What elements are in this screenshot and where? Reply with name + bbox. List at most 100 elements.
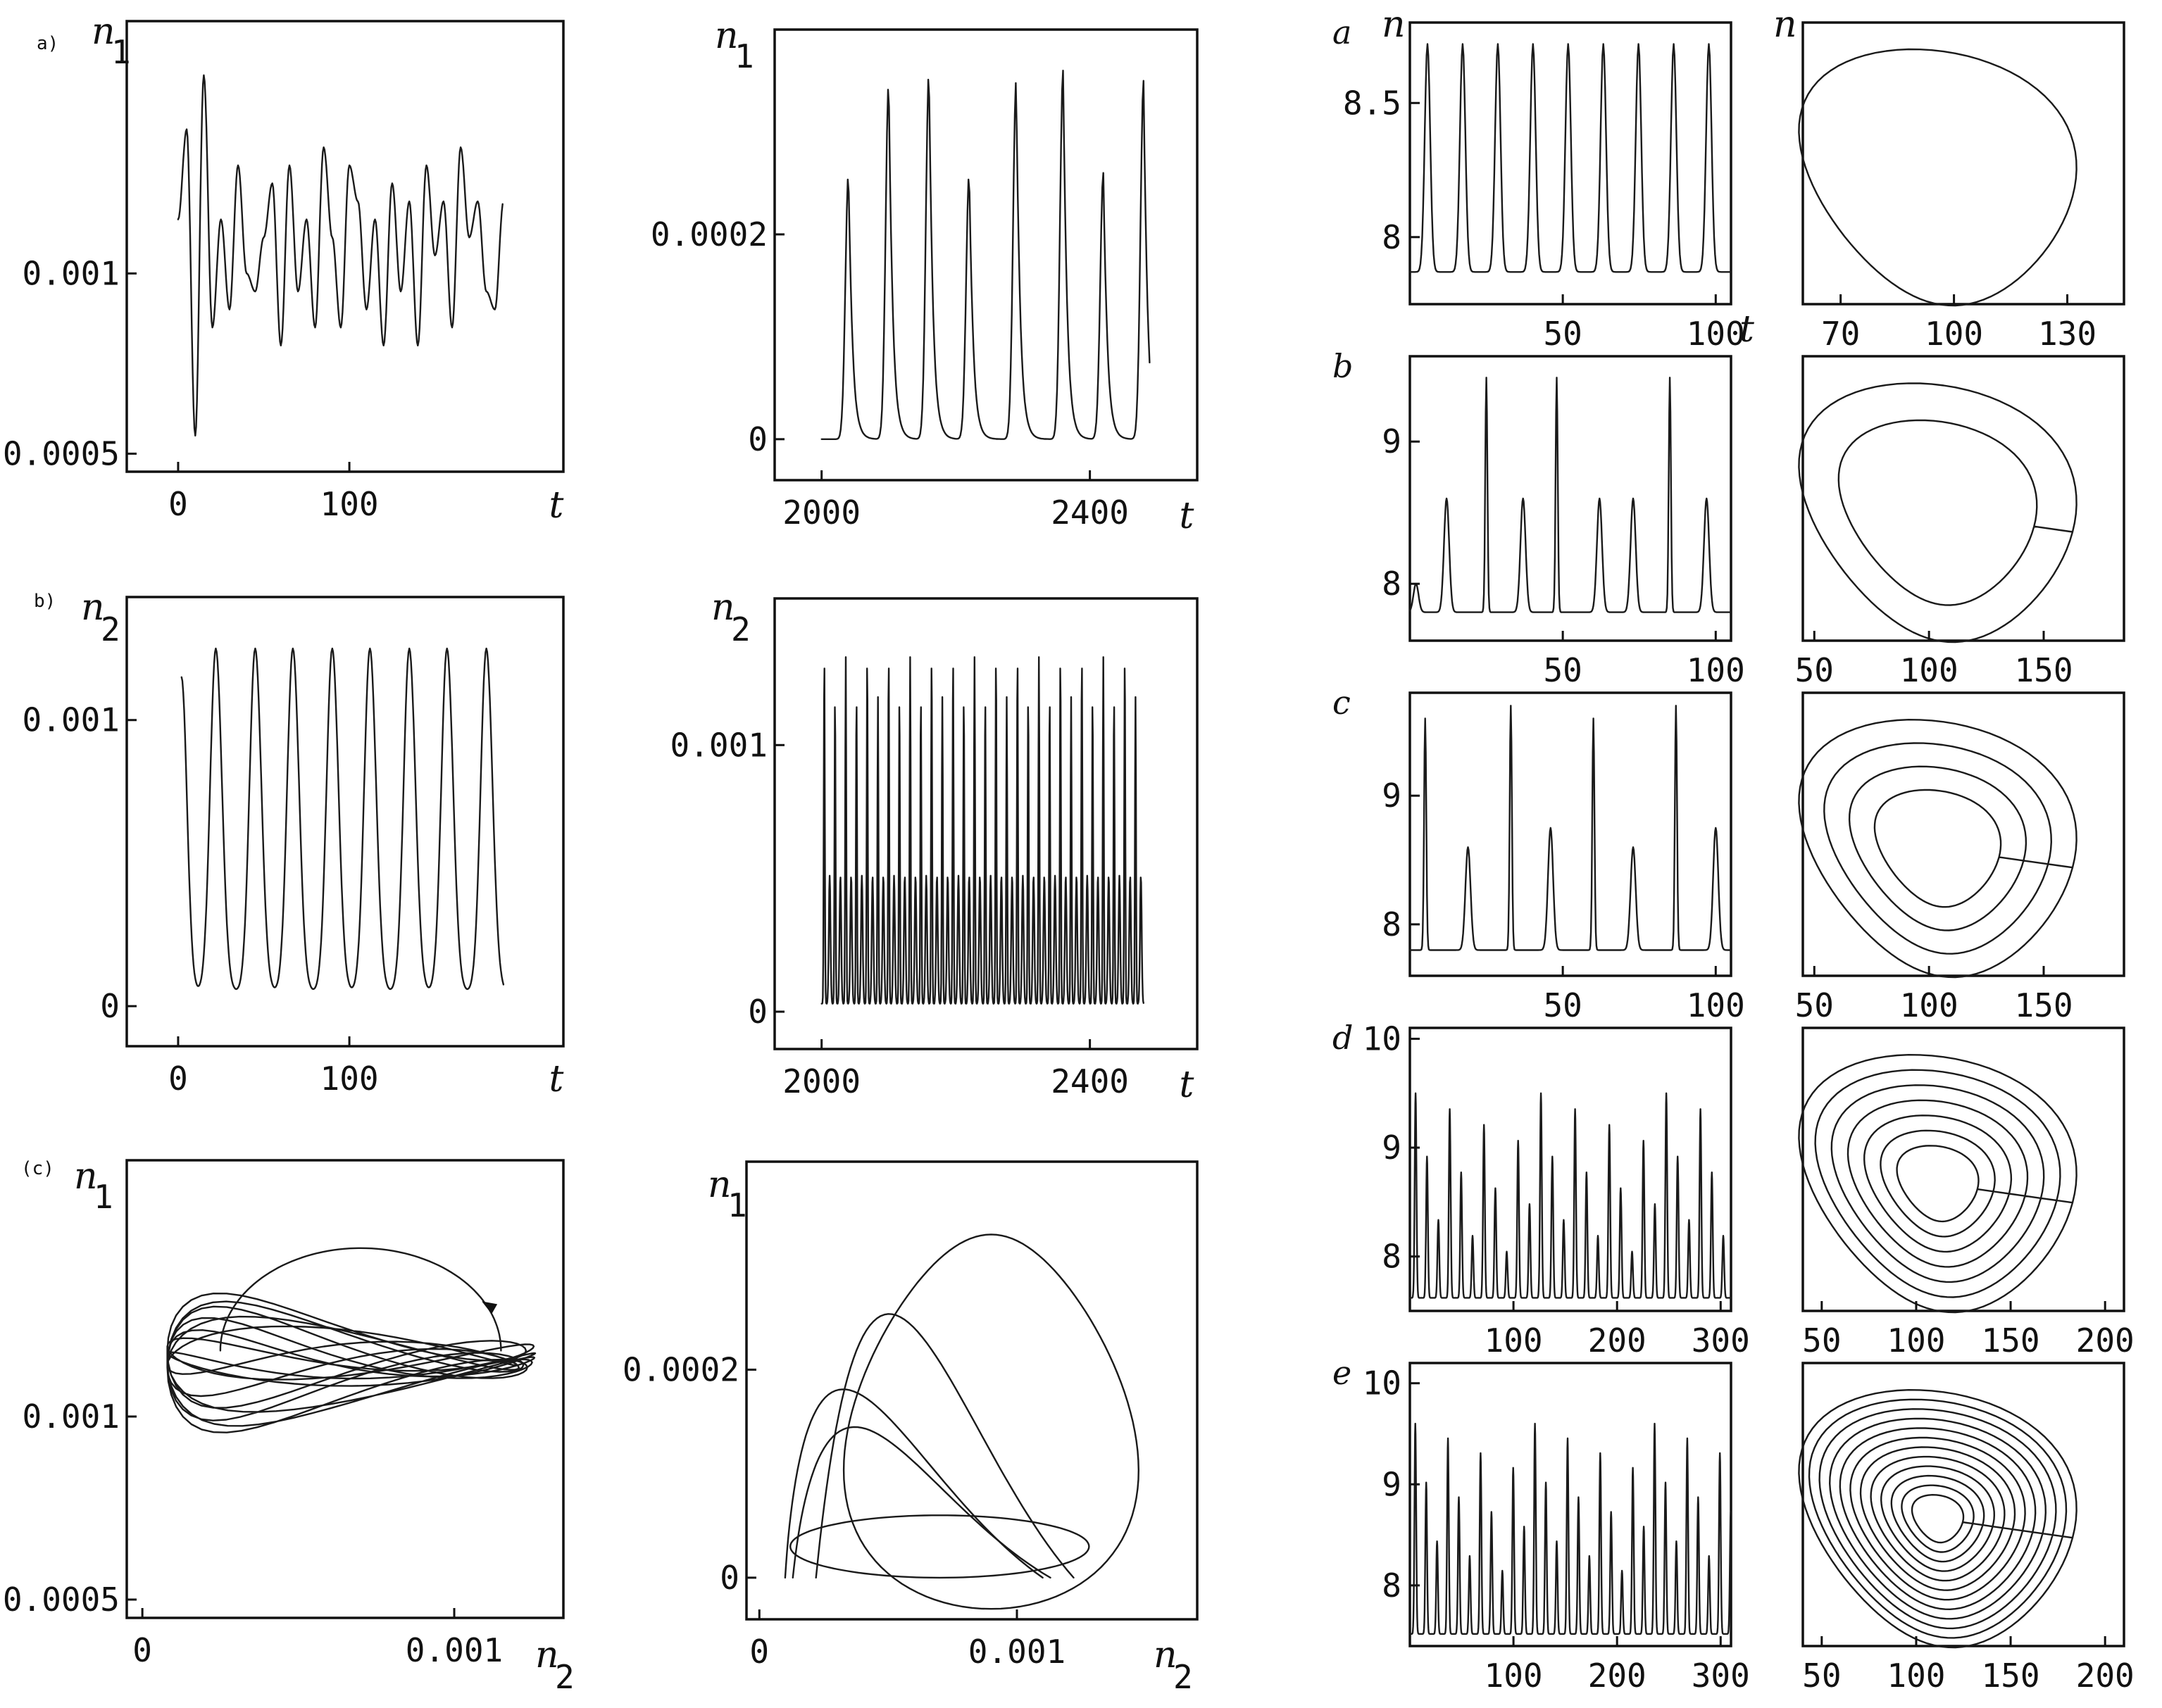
- rb1-panel-label: b: [1332, 347, 1353, 385]
- re1-ytick-8-label: 8: [1382, 1566, 1401, 1605]
- c2-branch-2: [792, 1426, 1051, 1579]
- rb2-trace: [1798, 382, 2077, 643]
- b2-ylabel-sub: 2: [731, 610, 751, 648]
- c2-branch-1: [815, 1313, 1075, 1579]
- a2-xtick-2000-label: 2000: [782, 494, 861, 532]
- re2-xtick-150-label: 150: [1982, 1657, 2040, 1695]
- c1-ylabel-sub: 1: [94, 1178, 113, 1216]
- b1-ytick-0001-label: 0.001: [23, 701, 120, 739]
- c2-xtick-0001-label: 0.001: [968, 1633, 1066, 1671]
- c1-xlabel: n: [535, 1634, 559, 1676]
- c2-loop-large: [842, 1233, 1139, 1610]
- b1-panel-label: b): [34, 591, 56, 612]
- c2-frame: [745, 1160, 1199, 1621]
- a2-frame: [773, 28, 1199, 482]
- ra1-xtick-50-label: 50: [1543, 315, 1582, 353]
- rc2-xtick-100-label: 100: [1900, 986, 1958, 1024]
- rd1-xtick-300-label: 300: [1692, 1321, 1750, 1360]
- rd2-xtick-100-label: 100: [1887, 1321, 1945, 1360]
- a1-trace: [177, 74, 504, 437]
- panel-b1: 0 100 0.001 0 b) n2 t: [23, 586, 565, 1100]
- ra1-ytick-8-label: 8: [1382, 218, 1401, 256]
- rc1-panel-label: c: [1332, 684, 1351, 722]
- ra1-panel-label: a: [1332, 13, 1351, 51]
- rc1-frame: [1408, 691, 1732, 977]
- b1-frame: [125, 596, 565, 1048]
- re2-trace: [1798, 1389, 2077, 1649]
- panel-a2: 2000 2400 0.0002 0 n1 t: [651, 15, 1199, 537]
- a2-ylabel-sub: 1: [735, 37, 754, 75]
- b2-xtick-2000-label: 2000: [782, 1062, 861, 1100]
- a2-xtick-2400-label: 2400: [1051, 494, 1129, 532]
- c2-ylabel: n: [708, 1164, 732, 1206]
- rc1-xtick-50-label: 50: [1543, 986, 1582, 1024]
- re1-xtick-100-label: 100: [1485, 1657, 1543, 1695]
- rc1-ytick-9-label: 9: [1382, 777, 1401, 815]
- c1-trace: [166, 1293, 537, 1433]
- rc1-xtick-100-label: 100: [1687, 986, 1745, 1024]
- b2-ytick-0001-label: 0.001: [670, 726, 768, 764]
- rd2-trace: [1798, 1054, 2077, 1314]
- panel-rb1: b 50 100 9 8: [1332, 347, 1745, 689]
- c2-xtick-0-label: 0: [749, 1633, 769, 1671]
- rb1-ytick-8-label: 8: [1382, 565, 1401, 603]
- panel-ra1: a 50 100 8.5 8 n t: [1332, 4, 1754, 353]
- ra2-ylabel: n: [1773, 4, 1797, 46]
- re1-panel-label: e: [1332, 1354, 1351, 1392]
- re1-ytick-9-label: 9: [1382, 1465, 1401, 1503]
- panel-rc1: c 50 100 9 8: [1332, 684, 1745, 1024]
- rd2-xtick-200-label: 200: [2076, 1321, 2135, 1360]
- c1-ylabel: n: [74, 1155, 98, 1198]
- re1-xtick-300-label: 300: [1692, 1657, 1750, 1695]
- ra2-xtick-70-label: 70: [1821, 315, 1860, 353]
- rd1-ytick-10-label: 10: [1363, 1019, 1401, 1057]
- re2-xtick-50-label: 50: [1802, 1657, 1841, 1695]
- rd1-trace: [1408, 1092, 1732, 1299]
- panel-rd2: 50 100 150 200: [1798, 1026, 2135, 1360]
- rb2-xtick-50-label: 50: [1795, 651, 1834, 689]
- b2-frame: [773, 597, 1199, 1050]
- c1-frame: [125, 1159, 565, 1619]
- c1-ytick-0001-label: 0.001: [23, 1398, 120, 1436]
- rc1-ytick-8-label: 8: [1382, 905, 1401, 943]
- a2-trace: [820, 70, 1151, 440]
- c1-arrow-mark: [482, 1301, 498, 1314]
- b1-ylabel: n: [81, 586, 105, 629]
- panel-rb2: 50 100 150: [1795, 355, 2125, 689]
- a1-xtick-0-label: 0: [168, 485, 188, 523]
- re1-trace: [1408, 1422, 1732, 1635]
- b1-xtick-100-label: 100: [320, 1060, 379, 1098]
- panel-a1: 0 100 0.001 0.0005 a) n1 t: [3, 11, 565, 527]
- b1-ytick-0-label: 0: [100, 987, 120, 1025]
- b1-xlabel: t: [549, 1058, 564, 1100]
- c2-ylabel-sub: 1: [727, 1186, 747, 1224]
- a1-panel-label: a): [37, 33, 58, 54]
- panel-re1: e 100 200 300 10 9 8: [1332, 1354, 1750, 1695]
- a1-frame: [125, 20, 565, 473]
- rd2-xtick-50-label: 50: [1802, 1321, 1841, 1360]
- a2-ytick-00002-label: 0.0002: [651, 215, 768, 253]
- b2-ytick-0-label: 0: [748, 993, 768, 1031]
- a1-xtick-100-label: 100: [320, 485, 379, 523]
- c2-loop-flat: [789, 1514, 1090, 1579]
- rc2-trace: [1798, 719, 2077, 979]
- c1-ytick-00005-label: 0.0005: [3, 1581, 120, 1619]
- rb1-frame: [1408, 355, 1732, 642]
- ra1-ylabel: n: [1382, 4, 1406, 46]
- a1-xlabel: t: [549, 484, 564, 527]
- ra2-xtick-130-label: 130: [2038, 315, 2097, 353]
- c2-ytick-0-label: 0: [720, 1559, 739, 1597]
- rd2-xtick-150-label: 150: [1982, 1321, 2040, 1360]
- a2-ytick-0-label: 0: [748, 420, 768, 458]
- a2-ylabel: n: [715, 15, 739, 57]
- rd1-frame: [1408, 1026, 1732, 1312]
- c1-xtick-0-label: 0: [132, 1631, 152, 1669]
- ra2-trace: [1798, 48, 2077, 307]
- re2-xtick-100-label: 100: [1887, 1657, 1945, 1695]
- b2-trace: [820, 656, 1144, 1005]
- rc2-xtick-150-label: 150: [2014, 986, 2073, 1024]
- b1-xtick-0-label: 0: [168, 1060, 188, 1098]
